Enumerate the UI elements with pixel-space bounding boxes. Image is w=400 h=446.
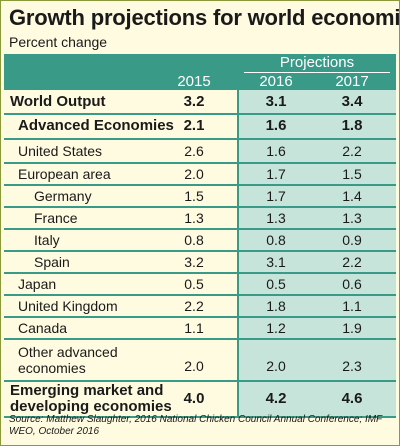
cell-value: 1.6 (266, 142, 286, 159)
row-label: Japan (18, 275, 57, 292)
row-label: United Kingdom (18, 297, 118, 314)
cell-value: 1.3 (266, 209, 286, 226)
chart-subtitle: Percent change (9, 34, 108, 50)
cell-value: 2.6 (184, 142, 204, 159)
cell-value: 3.2 (183, 92, 205, 110)
cell-value: 1.4 (342, 187, 362, 204)
cell-value: 4.6 (341, 389, 363, 407)
cell-value: 0.5 (184, 275, 204, 292)
row-label: United States (18, 142, 103, 159)
cell-value: 1.3 (342, 209, 362, 226)
row-divider (4, 250, 396, 252)
cell-value: 0.8 (266, 231, 286, 248)
chart-title: Growth projections for world economies (9, 5, 400, 30)
column-header-2017: 2017 (335, 72, 369, 90)
cell-value: 2.3 (342, 357, 362, 374)
cell-value: 1.3 (184, 209, 204, 226)
row-divider (4, 113, 396, 115)
cell-value: 0.8 (184, 231, 204, 248)
cell-value: 1.8 (266, 297, 286, 314)
cell-value: 2.2 (342, 253, 362, 270)
cell-value: 1.9 (342, 319, 362, 336)
projections-table: Projections 2015 2016 2017 World Output 3.2 3.… (4, 54, 396, 418)
cell-value: 2.0 (184, 165, 204, 182)
cell-value: 0.5 (266, 275, 286, 292)
row-label: Italy (34, 231, 60, 248)
cell-value: 2.1 (183, 117, 205, 134)
column-header-2015: 2015 (177, 72, 211, 90)
cell-value: 2.2 (184, 297, 204, 314)
cell-value: 1.5 (342, 165, 362, 182)
projections-group-header: Projections (279, 54, 355, 71)
row-divider (4, 294, 396, 296)
cell-value: 2.0 (184, 357, 204, 374)
cell-value: 3.1 (265, 92, 287, 110)
row-divider (4, 184, 396, 186)
projections-underline (244, 72, 390, 73)
row-divider (4, 338, 396, 340)
row-divider (4, 228, 396, 230)
cell-value: 1.5 (184, 187, 204, 204)
cell-value: 4.0 (183, 389, 205, 407)
row-divider (4, 206, 396, 208)
row-divider (4, 380, 396, 382)
cell-value: 1.7 (266, 165, 286, 182)
cell-value: 1.8 (341, 117, 363, 134)
row-label: European area (18, 165, 111, 182)
cell-value: 1.2 (266, 319, 286, 336)
cell-value: 1.1 (342, 297, 362, 314)
cell-value: 3.1 (266, 253, 286, 270)
cell-value: 1.7 (266, 187, 286, 204)
cell-value: 4.2 (265, 389, 287, 407)
row-divider (4, 138, 396, 140)
cell-value: 1.1 (184, 319, 204, 336)
row-divider (4, 272, 396, 274)
cell-value: 1.6 (265, 117, 287, 134)
row-label: France (34, 209, 78, 226)
row-label: Other advanced economies (18, 343, 118, 376)
row-label: Canada (18, 319, 68, 336)
row-label: Spain (34, 253, 70, 270)
row-label: Germany (34, 187, 92, 204)
column-separator (237, 54, 239, 416)
row-divider (4, 416, 396, 418)
row-label: Emerging market and developing economies (10, 381, 172, 415)
row-label: Advanced Economies (18, 117, 174, 134)
cell-value: 0.6 (342, 275, 362, 292)
cell-value: 2.0 (266, 357, 286, 374)
cell-value: 3.4 (341, 92, 363, 110)
source-note: Source: Matthew Slaughter, 2016 National… (9, 414, 382, 437)
column-header-2016: 2016 (259, 72, 293, 90)
row-divider (4, 162, 396, 164)
cell-value: 0.9 (342, 231, 362, 248)
row-label: World Output (10, 92, 106, 110)
cell-value: 2.2 (342, 142, 362, 159)
row-divider (4, 316, 396, 318)
cell-value: 3.2 (184, 253, 204, 270)
